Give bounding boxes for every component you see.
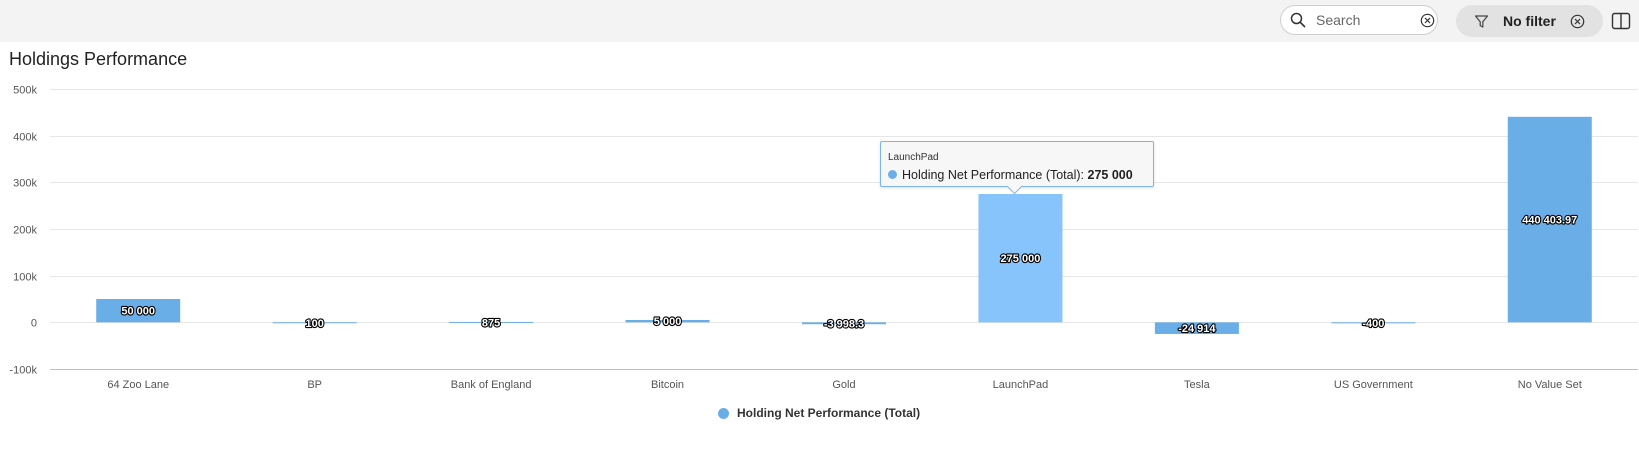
y-tick-label: 0 [31,318,37,330]
bar [1331,322,1416,324]
panel-toggle-icon[interactable] [1611,11,1631,31]
search-icon [1290,12,1306,28]
data-label: 5 000 [654,316,682,328]
tooltip: LaunchPad Holding Net Performance (Total… [880,141,1154,195]
bar [1507,116,1592,323]
y-tick-label: -100k [9,365,37,377]
x-tick-label: No Value Set [1518,379,1582,391]
chart-title: Holdings Performance [9,49,188,69]
y-tick-label: 100k [13,272,37,284]
filter-icon [1474,14,1489,28]
data-label: 50 000 [121,306,155,318]
tooltip-row: Holding Net Performance (Total): 275 000 [888,167,1153,183]
x-tick-label: Bank of England [451,379,532,391]
y-tick-label: 200k [13,225,37,237]
bar-chart: -100k 0 100k 200k 300k 400k 500k 50 000 64 Zoo L… [9,85,1638,391]
legend-marker [718,407,729,419]
legend-item[interactable]: Holding Net Performance (Total) [718,406,920,420]
toolbar: No filter [0,0,1639,42]
y-tick-label: 300k [13,178,37,190]
tooltip-series-marker [888,170,897,179]
filter-label: No filter [1503,13,1556,29]
clear-icon[interactable] [1420,13,1435,28]
x-tick-label: BP [307,379,322,391]
tooltip-series-label: Holding Net Performance (Total): [902,168,1088,182]
tooltip-value: 275 000 [1087,168,1133,182]
bar [96,299,181,323]
bar [272,322,357,324]
x-tick-label: Gold [832,379,855,391]
bar [978,194,1063,323]
data-label: -400 [1362,318,1384,330]
data-label: 440 403.97 [1522,215,1577,227]
data-label: -24 914 [1178,323,1216,335]
data-label: 100 [305,318,323,330]
search-field[interactable] [1280,5,1438,35]
data-label: 875 [482,317,500,329]
x-tick-label: US Government [1334,379,1413,391]
data-label: -3 998.3 [824,318,864,330]
tooltip-category: LaunchPad [888,152,939,163]
x-tick-label: LaunchPad [993,379,1049,391]
filter-button[interactable]: No filter [1456,5,1603,37]
clear-filter-icon[interactable] [1570,14,1585,29]
bar [449,321,534,323]
x-tick-label: Bitcoin [651,379,684,391]
bar [1154,322,1239,334]
x-tick-label: Tesla [1184,379,1211,391]
data-label: 275 000 [1001,253,1041,265]
y-tick-label: 500k [13,85,37,97]
x-tick-label: 64 Zoo Lane [107,379,169,391]
bar [802,322,886,325]
legend-label: Holding Net Performance (Total) [737,406,921,420]
search-input[interactable] [1314,11,1416,29]
y-tick-label: 400k [13,132,37,144]
bar [625,320,710,323]
